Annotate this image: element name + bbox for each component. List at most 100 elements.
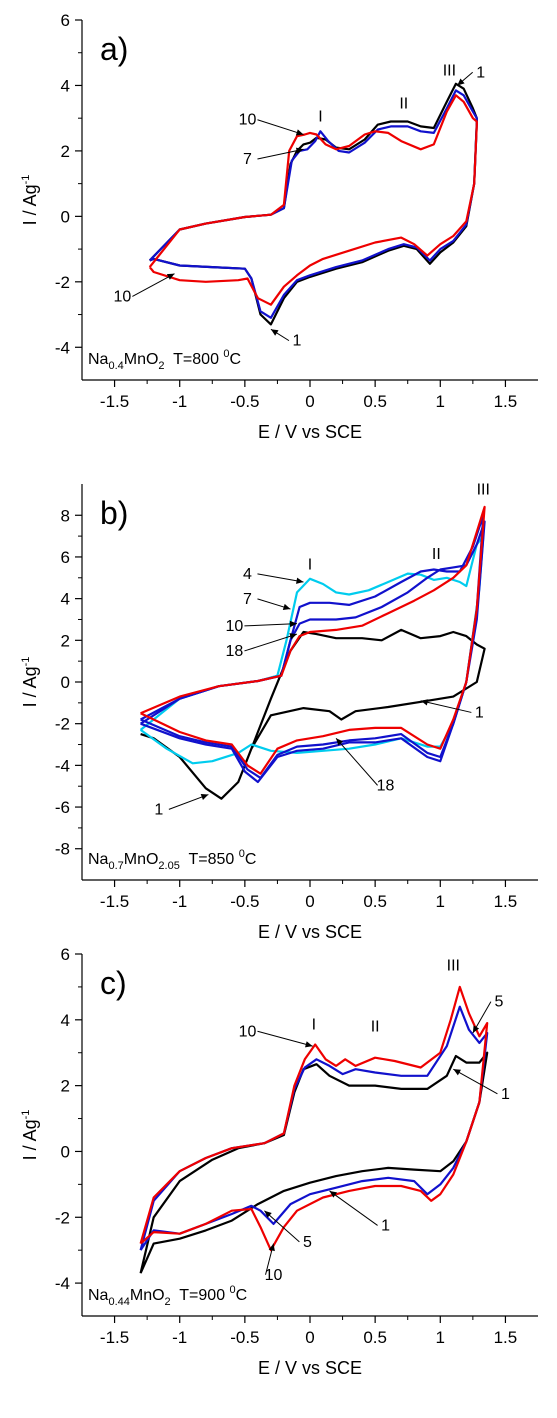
y-tick-label: 4 [61, 590, 70, 609]
sample-info-sup: 0 [223, 348, 229, 360]
sample-info-unit: C [245, 851, 257, 868]
y-tick-label: 0 [61, 207, 70, 226]
y-axis-label-sup: -1 [20, 657, 32, 667]
sample-info-prefix: Na [88, 851, 109, 868]
annotation-label: 1 [293, 333, 302, 350]
peak-label: I [318, 108, 322, 125]
annotation-label: 10 [239, 112, 257, 129]
x-tick-label: 1 [436, 1328, 445, 1347]
sample-info: Na0.7MnO2.05 T=850 0C [88, 848, 256, 872]
annotation-label: 10 [265, 1267, 283, 1284]
y-tick-label: 4 [61, 76, 70, 95]
y-axis-label-main: I / Ag [20, 184, 40, 225]
panel-c: -1.5 -1 -0.5 0 0.5 1 1.5 -4 -2 0 2 4 6 E / V vs SCE I … [20, 945, 538, 1378]
x-tick-label: 0 [305, 1328, 314, 1347]
sample-info-sup: 0 [239, 848, 245, 860]
annotation-arrowhead [420, 699, 429, 706]
annotation-label: 5 [303, 1234, 312, 1251]
x-tick-label: -1.5 [100, 892, 129, 911]
sample-info-temp: T=900 [171, 1287, 230, 1304]
sample-info-mid: MnO [130, 1287, 165, 1304]
annotation-arrowhead [289, 633, 297, 640]
annotation-arrowhead [166, 273, 175, 280]
series-line [148, 94, 478, 306]
peak-label: III [443, 63, 456, 80]
x-tick-label: -0.5 [230, 892, 259, 911]
sample-info-subscript: 0.7 [108, 860, 123, 872]
panel-label: b) [100, 495, 128, 531]
x-axis-label: E / V vs SCE [258, 422, 362, 442]
annotation-arrow [257, 119, 304, 136]
x-tick-label: -1 [172, 892, 187, 911]
annotation-label: 4 [243, 566, 252, 583]
annotation-arrow [453, 1068, 498, 1095]
peak-label: III [477, 481, 490, 498]
annotation-label: 18 [226, 643, 244, 660]
y-tick-label: -8 [55, 840, 70, 859]
y-tick-label: -6 [55, 798, 70, 817]
annotation-arrowhead [296, 577, 304, 584]
annotation-arrow [329, 1190, 378, 1226]
y-tick-label: 6 [61, 548, 70, 567]
series-line [139, 1051, 489, 1274]
annotation-arrow [420, 700, 472, 713]
x-tick-label: 0.5 [363, 892, 387, 911]
x-tick-label: 1.5 [494, 392, 518, 411]
sample-info-subscript2: 2 [165, 1296, 171, 1308]
annotation-label: 1 [476, 64, 485, 81]
y-axis-label-sup: -1 [20, 175, 32, 185]
x-tick-label: -0.5 [230, 392, 259, 411]
sample-info-unit: C [236, 1287, 248, 1304]
y-tick-label: 0 [61, 673, 70, 692]
annotation-arrow [132, 273, 175, 297]
peak-label: I [308, 556, 312, 573]
x-tick-label: 1 [436, 392, 445, 411]
annotation-arrowhead [270, 329, 279, 336]
y-axis-label-sup: -1 [20, 1110, 32, 1120]
sample-info: Na0.4MnO2 T=800 0C [88, 348, 241, 372]
series-line [139, 1005, 489, 1251]
panel-a: -1.5 -1 -0.5 0 0.5 1 1.5 -4 -2 0 2 4 6 E / V vs SCE I … [20, 11, 538, 442]
peak-label: II [432, 546, 441, 563]
annotation-label: 10 [239, 1023, 257, 1040]
y-tick-label: 2 [61, 631, 70, 650]
annotation-arrowhead [264, 1210, 272, 1218]
sample-info-sup: 0 [230, 1284, 236, 1296]
annotation-arrowhead [457, 78, 465, 86]
x-tick-label: 1 [436, 892, 445, 911]
annotation-arrow [244, 623, 297, 627]
x-tick-label: 0 [305, 392, 314, 411]
series-line [148, 89, 478, 319]
annotation-arrow [335, 737, 378, 786]
y-tick-label: 2 [61, 142, 70, 161]
y-tick-label: 4 [61, 1011, 70, 1030]
sample-info: Na0.44MnO2 T=900 0C [88, 1284, 247, 1308]
annotation-arrow [257, 1030, 313, 1047]
x-tick-label: 1.5 [494, 892, 518, 911]
annotation-arrow [257, 573, 304, 583]
annotation-label: 1 [381, 1217, 390, 1234]
annotation-arrowhead [336, 738, 344, 746]
sample-info-mid: MnO [124, 351, 159, 368]
y-tick-label: 2 [61, 1077, 70, 1096]
x-tick-label: 0.5 [363, 1328, 387, 1347]
annotation-arrow [257, 148, 304, 160]
y-axis-label-main: I / Ag [20, 666, 40, 707]
annotation-label: 7 [243, 151, 252, 168]
x-tick-label: -1 [172, 392, 187, 411]
annotation-arrowhead [295, 147, 304, 154]
series-line [139, 985, 489, 1252]
sample-info-prefix: Na [88, 351, 109, 368]
y-tick-label: 6 [61, 11, 70, 30]
y-tick-label: 0 [61, 1142, 70, 1161]
series-line [140, 628, 486, 800]
y-tick-label: -2 [55, 1208, 70, 1227]
x-tick-label: 0 [305, 892, 314, 911]
y-axis-label: I / Ag-1 [20, 175, 40, 226]
annotation-arrowhead [329, 1190, 338, 1198]
annotation-label: 5 [494, 994, 503, 1011]
annotation-arrowhead [305, 1041, 313, 1048]
x-tick-label: -1.5 [100, 1328, 129, 1347]
sample-info-prefix: Na [88, 1287, 109, 1304]
